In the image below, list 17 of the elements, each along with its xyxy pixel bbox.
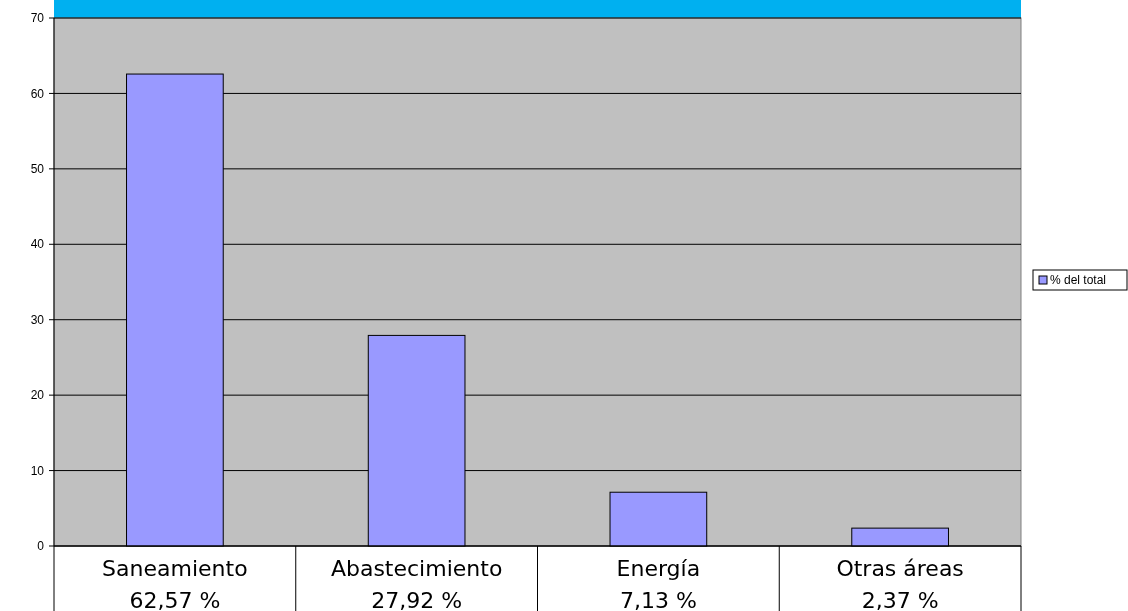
y-tick-label: 50 (30, 162, 45, 177)
y-tick-label: 10 (30, 463, 45, 478)
y-tick-label: 0 (37, 539, 45, 554)
y-tick-label: 40 (30, 237, 45, 252)
data-label: 62,57 % (129, 588, 221, 611)
data-label: 2,37 % (861, 588, 939, 611)
x-tick-label: Otras áreas (836, 556, 964, 581)
y-tick-label: 20 (30, 388, 45, 403)
x-tick-label: Abastecimiento (330, 556, 503, 581)
y-tick-label: 60 (30, 86, 45, 101)
x-tick-label: Energía (616, 556, 701, 581)
y-tick-label: 70 (30, 11, 45, 26)
data-label: 7,13 % (619, 588, 697, 611)
x-tick-label: Saneamiento (102, 556, 248, 581)
legend-label: % del total (1050, 273, 1107, 287)
y-tick-label: 30 (30, 312, 45, 327)
data-label: 27,92 % (371, 588, 463, 611)
